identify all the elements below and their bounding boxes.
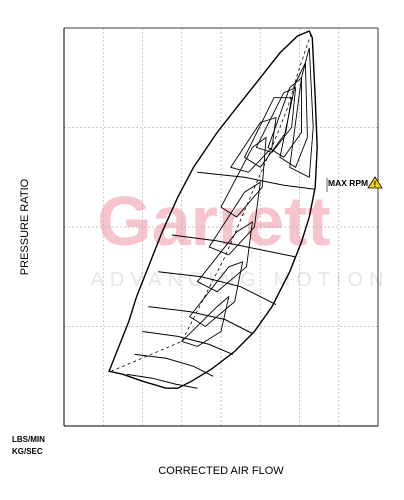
efficiency-island bbox=[188, 261, 244, 328]
speed-line bbox=[126, 373, 198, 389]
efficiency-island bbox=[196, 221, 253, 293]
watermark-main-text: Garrett bbox=[97, 182, 330, 260]
speed-line bbox=[134, 353, 214, 377]
max-rpm-label: MAX RPM bbox=[328, 178, 368, 188]
y-axis-label: PRESSURE RATIO bbox=[19, 178, 31, 275]
x-axis-unit-secondary: KG/SEC bbox=[12, 447, 43, 456]
efficiency-island bbox=[289, 47, 314, 179]
x-axis-unit-primary: LBS/MIN bbox=[12, 435, 45, 444]
x-axis-label: CORRECTED AIR FLOW bbox=[158, 465, 284, 477]
efficiency-island bbox=[243, 97, 293, 168]
chart-axes bbox=[63, 27, 379, 427]
efficiency-island bbox=[180, 295, 230, 347]
map-boundary bbox=[108, 30, 318, 389]
speed-line bbox=[142, 331, 233, 355]
speed-line bbox=[158, 271, 277, 306]
speed-line bbox=[171, 234, 296, 258]
surge-line bbox=[110, 32, 312, 372]
warning-exclamation-icon: ! bbox=[374, 180, 377, 189]
warning-triangle-icon bbox=[367, 176, 383, 189]
garrett-watermark: Garrett ADVANCING MOTION bbox=[91, 182, 390, 291]
max-rpm-annotation: MAX RPM ! bbox=[326, 176, 383, 192]
efficiency-island bbox=[255, 86, 297, 153]
compressor-map bbox=[108, 30, 318, 389]
efficiency-island bbox=[230, 116, 277, 173]
speed-line bbox=[197, 171, 316, 190]
efficiency-island bbox=[279, 62, 308, 168]
efficiency-island bbox=[208, 181, 261, 256]
watermark-sub-text: ADVANCING MOTION bbox=[91, 269, 390, 291]
speed-line bbox=[148, 306, 253, 334]
efficiency-island bbox=[220, 136, 267, 218]
